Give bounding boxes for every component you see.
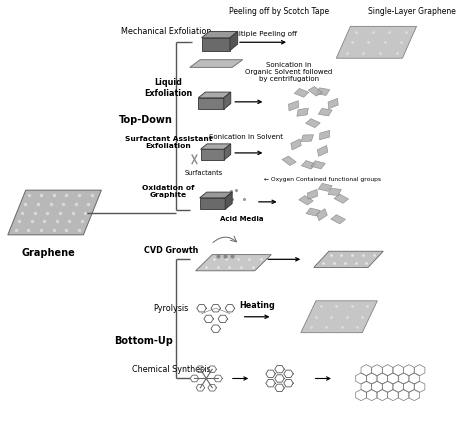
Polygon shape bbox=[328, 99, 338, 109]
Text: Sonication in Solvent: Sonication in Solvent bbox=[210, 134, 283, 140]
Text: Graphene: Graphene bbox=[21, 248, 75, 258]
Polygon shape bbox=[224, 93, 231, 110]
Polygon shape bbox=[334, 195, 348, 204]
Text: Mechanical Exfoliation: Mechanical Exfoliation bbox=[121, 26, 211, 35]
Polygon shape bbox=[318, 184, 332, 192]
Polygon shape bbox=[200, 199, 225, 210]
Text: Heating: Heating bbox=[239, 300, 275, 309]
Text: Liquid
Exfoliation: Liquid Exfoliation bbox=[145, 78, 192, 98]
Text: Pyrolysis: Pyrolysis bbox=[153, 303, 189, 312]
Polygon shape bbox=[201, 32, 237, 39]
Polygon shape bbox=[224, 144, 231, 161]
Polygon shape bbox=[196, 255, 271, 271]
Polygon shape bbox=[225, 193, 232, 210]
Polygon shape bbox=[190, 60, 243, 68]
Polygon shape bbox=[8, 191, 101, 235]
Polygon shape bbox=[291, 140, 301, 151]
Text: Bottom-Up: Bottom-Up bbox=[114, 335, 173, 345]
Polygon shape bbox=[200, 193, 232, 199]
Text: Oxidation of
Graphite: Oxidation of Graphite bbox=[142, 184, 195, 197]
Polygon shape bbox=[319, 131, 330, 141]
Polygon shape bbox=[201, 39, 230, 52]
Polygon shape bbox=[318, 146, 328, 157]
Polygon shape bbox=[316, 89, 330, 96]
Polygon shape bbox=[301, 135, 313, 142]
Polygon shape bbox=[297, 109, 309, 117]
Polygon shape bbox=[314, 252, 383, 268]
Text: Surfactant Assistant
Exfoliation: Surfactant Assistant Exfoliation bbox=[125, 135, 212, 148]
Polygon shape bbox=[308, 190, 318, 200]
Polygon shape bbox=[294, 89, 309, 98]
Polygon shape bbox=[311, 161, 325, 170]
Polygon shape bbox=[331, 215, 346, 225]
Polygon shape bbox=[201, 144, 231, 150]
Text: Chemical Synthesis: Chemical Synthesis bbox=[131, 365, 210, 374]
Text: Surfactants: Surfactants bbox=[185, 170, 223, 176]
Polygon shape bbox=[328, 189, 341, 196]
Text: Multiple Peeling off: Multiple Peeling off bbox=[228, 31, 298, 37]
Text: Acid Media: Acid Media bbox=[220, 216, 264, 222]
Polygon shape bbox=[289, 101, 299, 112]
Polygon shape bbox=[198, 93, 231, 98]
Text: Peeling off by Scotch Tape: Peeling off by Scotch Tape bbox=[229, 7, 329, 16]
Polygon shape bbox=[301, 301, 377, 333]
Polygon shape bbox=[301, 161, 316, 170]
Polygon shape bbox=[336, 27, 417, 59]
Text: Top-Down: Top-Down bbox=[119, 115, 173, 124]
Polygon shape bbox=[201, 150, 224, 161]
Polygon shape bbox=[308, 87, 322, 97]
Text: Single-Layer Graphene: Single-Layer Graphene bbox=[368, 7, 456, 16]
Text: CVD Growth: CVD Growth bbox=[144, 246, 198, 255]
Polygon shape bbox=[306, 208, 320, 216]
Polygon shape bbox=[230, 32, 237, 52]
Polygon shape bbox=[198, 98, 224, 110]
Polygon shape bbox=[319, 109, 332, 117]
Text: ← Oxygen Contained functional groups: ← Oxygen Contained functional groups bbox=[264, 176, 381, 181]
Polygon shape bbox=[306, 119, 320, 128]
Polygon shape bbox=[317, 209, 327, 221]
Polygon shape bbox=[282, 157, 296, 166]
Text: Sonication in
Organic Solvent followed
by centrifugation: Sonication in Organic Solvent followed b… bbox=[246, 62, 333, 82]
Polygon shape bbox=[299, 196, 313, 205]
